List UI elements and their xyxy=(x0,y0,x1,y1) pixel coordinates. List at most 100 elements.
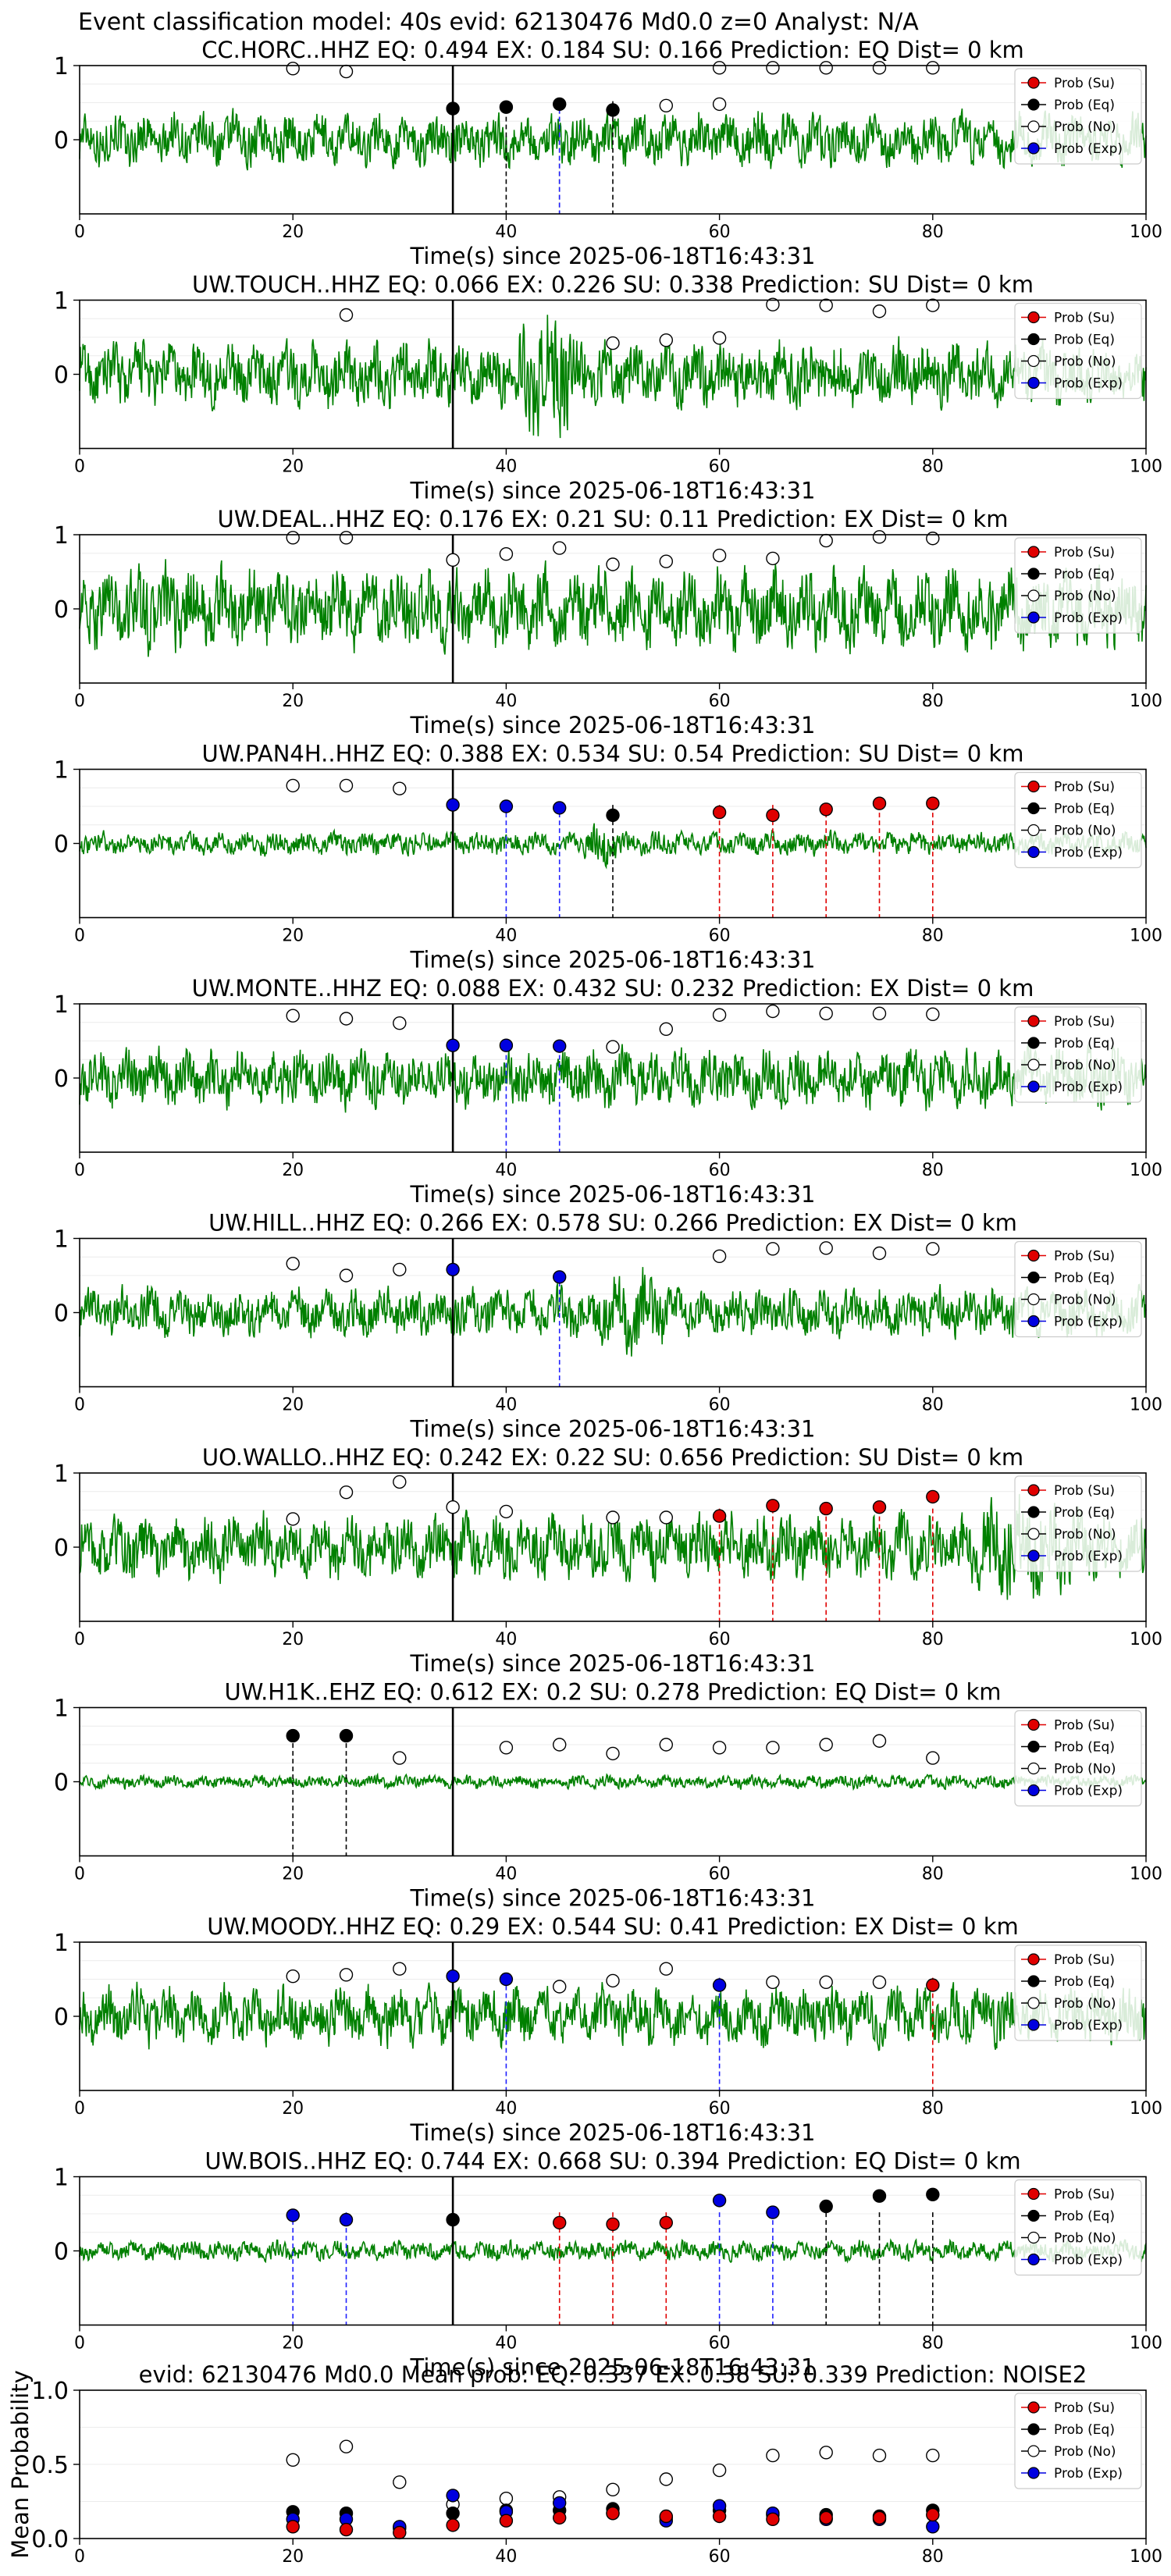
x-tick-label: 40 xyxy=(495,457,517,477)
panel-3: UW.DEAL..HHZ EQ: 0.176 EX: 0.21 SU: 0.11… xyxy=(54,506,1162,738)
no-prob-marker xyxy=(659,2472,673,2486)
eq-prob-marker xyxy=(446,2506,460,2521)
x-tick-label: 80 xyxy=(922,1161,944,1180)
y-tick-label: 1 xyxy=(54,991,69,1019)
legend-label-su: Prob (Su) xyxy=(1054,780,1115,795)
ex-prob-marker xyxy=(339,2212,354,2227)
x-tick-label: 40 xyxy=(495,2099,517,2119)
no-prob-marker xyxy=(339,1268,354,1283)
legend-marker-ex xyxy=(1027,2467,1040,2479)
panel-title: UW.PAN4H..HHZ EQ: 0.388 EX: 0.534 SU: 0.… xyxy=(201,741,1023,767)
su-prob-marker xyxy=(446,2518,460,2532)
legend-marker-eq xyxy=(1027,1975,1040,1987)
su-prob-marker xyxy=(819,1501,833,1516)
no-prob-marker xyxy=(659,333,673,347)
no-prob-marker xyxy=(606,1040,620,1054)
legend-label-ex: Prob (Exp) xyxy=(1054,610,1123,626)
x-tick-label: 80 xyxy=(922,1630,944,1649)
legend-label-ex: Prob (Exp) xyxy=(1054,2018,1123,2033)
su-prob-marker xyxy=(926,2507,940,2522)
legend-label-su: Prob (Su) xyxy=(1054,2187,1115,2203)
y-tick-label: 0.5 xyxy=(31,2452,69,2479)
eq-prob-marker xyxy=(872,2189,887,2203)
x-tick-label: 20 xyxy=(282,2099,304,2119)
y-axis-label: Mean Probability xyxy=(7,2370,34,2559)
su-prob-marker xyxy=(766,1499,780,1513)
y-tick-label: 0 xyxy=(54,2004,69,2031)
su-prob-marker xyxy=(286,2520,300,2534)
x-tick-label: 80 xyxy=(922,2099,944,2119)
x-axis-label: Time(s) since 2025-06-18T16:43:31 xyxy=(410,243,816,269)
su-prob-marker xyxy=(712,805,727,820)
x-tick-label: 80 xyxy=(922,692,944,711)
ex-prob-marker xyxy=(446,798,460,812)
legend-marker-ex xyxy=(1027,1784,1040,1797)
y-tick-label: 0 xyxy=(54,362,69,390)
su-prob-marker xyxy=(659,2509,673,2524)
x-tick-label: 60 xyxy=(709,1865,731,1884)
legend: Prob (Su) Prob (Eq) Prob (No) Prob (Exp) xyxy=(1014,1475,1142,1572)
no-prob-marker xyxy=(766,297,780,311)
x-tick-label: 20 xyxy=(282,2334,304,2354)
no-prob-marker xyxy=(872,530,887,544)
no-prob-marker xyxy=(606,557,620,571)
ex-prob-marker xyxy=(553,801,567,815)
no-prob-marker xyxy=(926,298,940,312)
legend-marker-no xyxy=(1027,2445,1040,2457)
x-tick-label: 80 xyxy=(922,457,944,477)
no-prob-marker xyxy=(339,1968,354,1982)
su-prob-marker xyxy=(872,796,887,810)
legend-marker-su xyxy=(1027,546,1040,558)
legend-marker-no xyxy=(1027,1997,1040,2009)
legend: Prob (Su) Prob (Eq) Prob (No) Prob (Exp) xyxy=(1014,302,1142,400)
legend-label-no: Prob (No) xyxy=(1054,1293,1116,1308)
su-prob-marker xyxy=(872,1500,887,1514)
legend-marker-su xyxy=(1027,2401,1040,2414)
x-tick-label: 20 xyxy=(282,1161,304,1180)
no-prob-marker xyxy=(339,778,354,793)
panel-8: UW.H1K..EHZ EQ: 0.612 EX: 0.2 SU: 0.278 … xyxy=(54,1679,1162,1912)
no-prob-marker xyxy=(393,1962,407,1976)
y-tick-label: 1 xyxy=(54,2165,69,2192)
legend-label-ex: Prob (Exp) xyxy=(1054,376,1123,392)
legend-label-eq: Prob (Eq) xyxy=(1054,1036,1115,1051)
legend-marker-ex xyxy=(1027,1550,1040,1562)
x-axis-label: Time(s) since 2025-06-18T16:43:31 xyxy=(410,2354,816,2381)
no-prob-marker xyxy=(819,1738,833,1752)
legend-box xyxy=(1014,771,1142,869)
no-prob-marker xyxy=(553,541,567,555)
panel-title: UW.BOIS..HHZ EQ: 0.744 EX: 0.668 SU: 0.3… xyxy=(205,2148,1020,2175)
no-prob-marker xyxy=(339,531,354,545)
x-tick-label: 60 xyxy=(709,2099,731,2119)
ex-prob-marker xyxy=(499,799,514,813)
seismic-trace xyxy=(79,1043,1147,1113)
legend-marker-eq xyxy=(1027,2423,1040,2435)
su-prob-marker xyxy=(606,2217,620,2232)
no-prob-marker xyxy=(872,1246,887,1261)
legend-marker-ex xyxy=(1027,2019,1040,2031)
legend-box xyxy=(1014,302,1142,400)
x-axis-label: Time(s) since 2025-06-18T16:43:31 xyxy=(410,1181,816,1208)
y-tick-label: 0 xyxy=(54,831,69,859)
x-tick-label: 100 xyxy=(1130,1161,1162,1180)
legend-label-no: Prob (No) xyxy=(1054,1527,1116,1542)
x-tick-label: 20 xyxy=(282,457,304,477)
no-prob-marker xyxy=(926,1007,940,1022)
panel-title: UW.MONTE..HHZ EQ: 0.088 EX: 0.432 SU: 0.… xyxy=(192,975,1034,1002)
legend-marker-eq xyxy=(1027,1037,1040,1049)
x-tick-label: 0 xyxy=(74,1396,85,1415)
no-prob-marker xyxy=(926,1751,940,1765)
x-tick-label: 60 xyxy=(709,2334,731,2354)
no-prob-marker xyxy=(499,1741,514,1755)
no-prob-marker xyxy=(339,1012,354,1026)
legend-marker-ex xyxy=(1027,142,1040,155)
seismic-trace xyxy=(79,559,1147,657)
x-axis-label: Time(s) since 2025-06-18T16:43:31 xyxy=(410,1650,816,1677)
ex-prob-marker xyxy=(499,1038,514,1052)
seismic-trace xyxy=(79,1493,1147,1600)
no-prob-marker xyxy=(659,1738,673,1752)
x-tick-label: 0 xyxy=(74,2334,85,2354)
x-tick-label: 0 xyxy=(74,2547,85,2567)
panel-9: UW.MOODY..HHZ EQ: 0.29 EX: 0.544 SU: 0.4… xyxy=(54,1913,1162,2146)
no-prob-marker xyxy=(446,553,460,567)
